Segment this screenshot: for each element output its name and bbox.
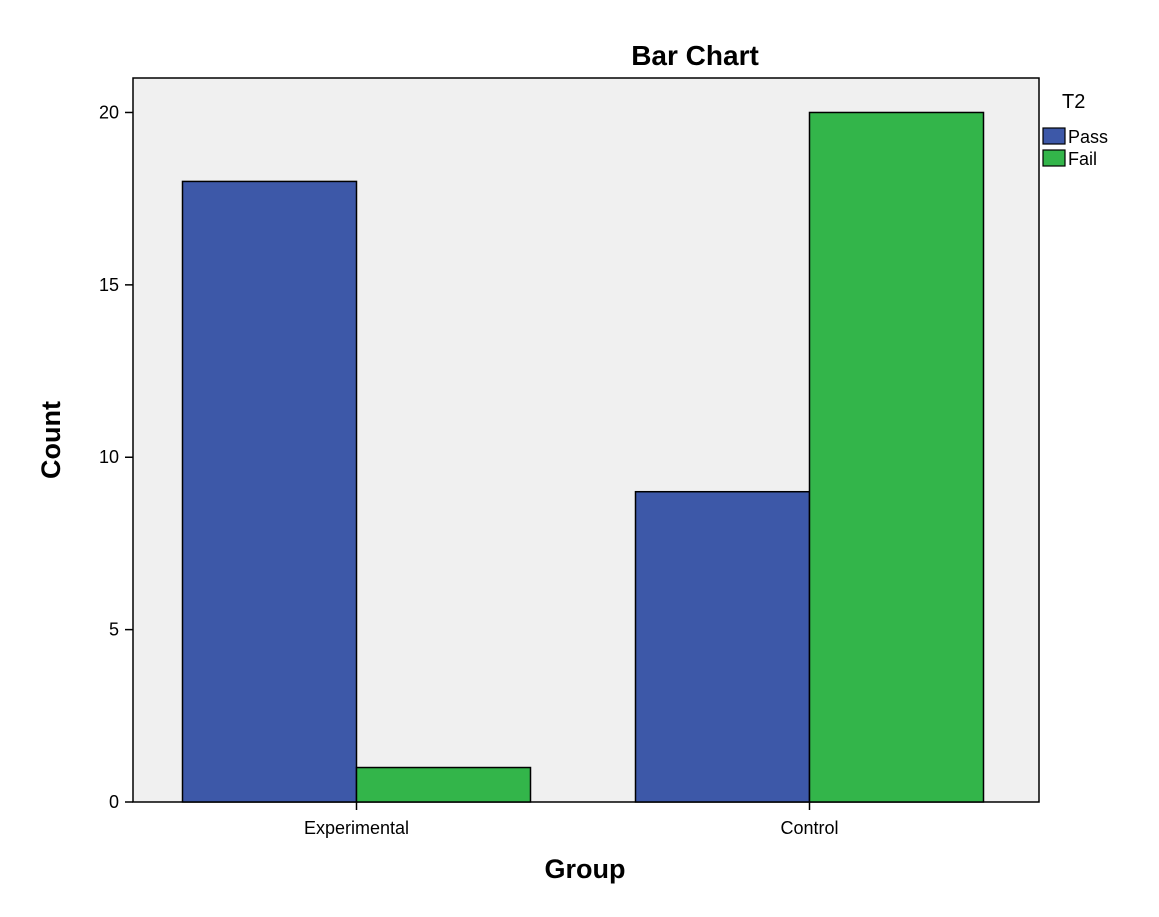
legend-swatch-fail <box>1042 149 1066 167</box>
y-tick-label: 20 <box>99 102 119 122</box>
bar-experimental-fail <box>355 766 532 803</box>
bar-control-fail <box>808 111 985 803</box>
legend-title: T2 <box>1062 91 1085 113</box>
legend-label-pass: Pass <box>1068 127 1108 147</box>
y-tick-label: 5 <box>109 620 119 640</box>
y-tick-label: 0 <box>109 792 119 812</box>
legend-swatch-pass <box>1042 127 1066 145</box>
y-axis: 0 5 10 15 20 <box>99 102 133 812</box>
y-axis-title: Count <box>36 401 66 479</box>
bars-group <box>181 111 985 803</box>
x-axis-title: Group <box>545 854 626 884</box>
x-axis: Experimental Control <box>304 802 839 838</box>
x-tick-label: Control <box>780 818 838 838</box>
legend-label-fail: Fail <box>1068 149 1097 169</box>
y-tick-label: 15 <box>99 275 119 295</box>
bar-experimental-pass <box>181 180 358 803</box>
y-tick-label: 10 <box>99 447 119 467</box>
chart-title: Bar Chart <box>631 40 759 71</box>
x-tick-label: Experimental <box>304 818 409 838</box>
bar-control-pass <box>634 490 811 803</box>
